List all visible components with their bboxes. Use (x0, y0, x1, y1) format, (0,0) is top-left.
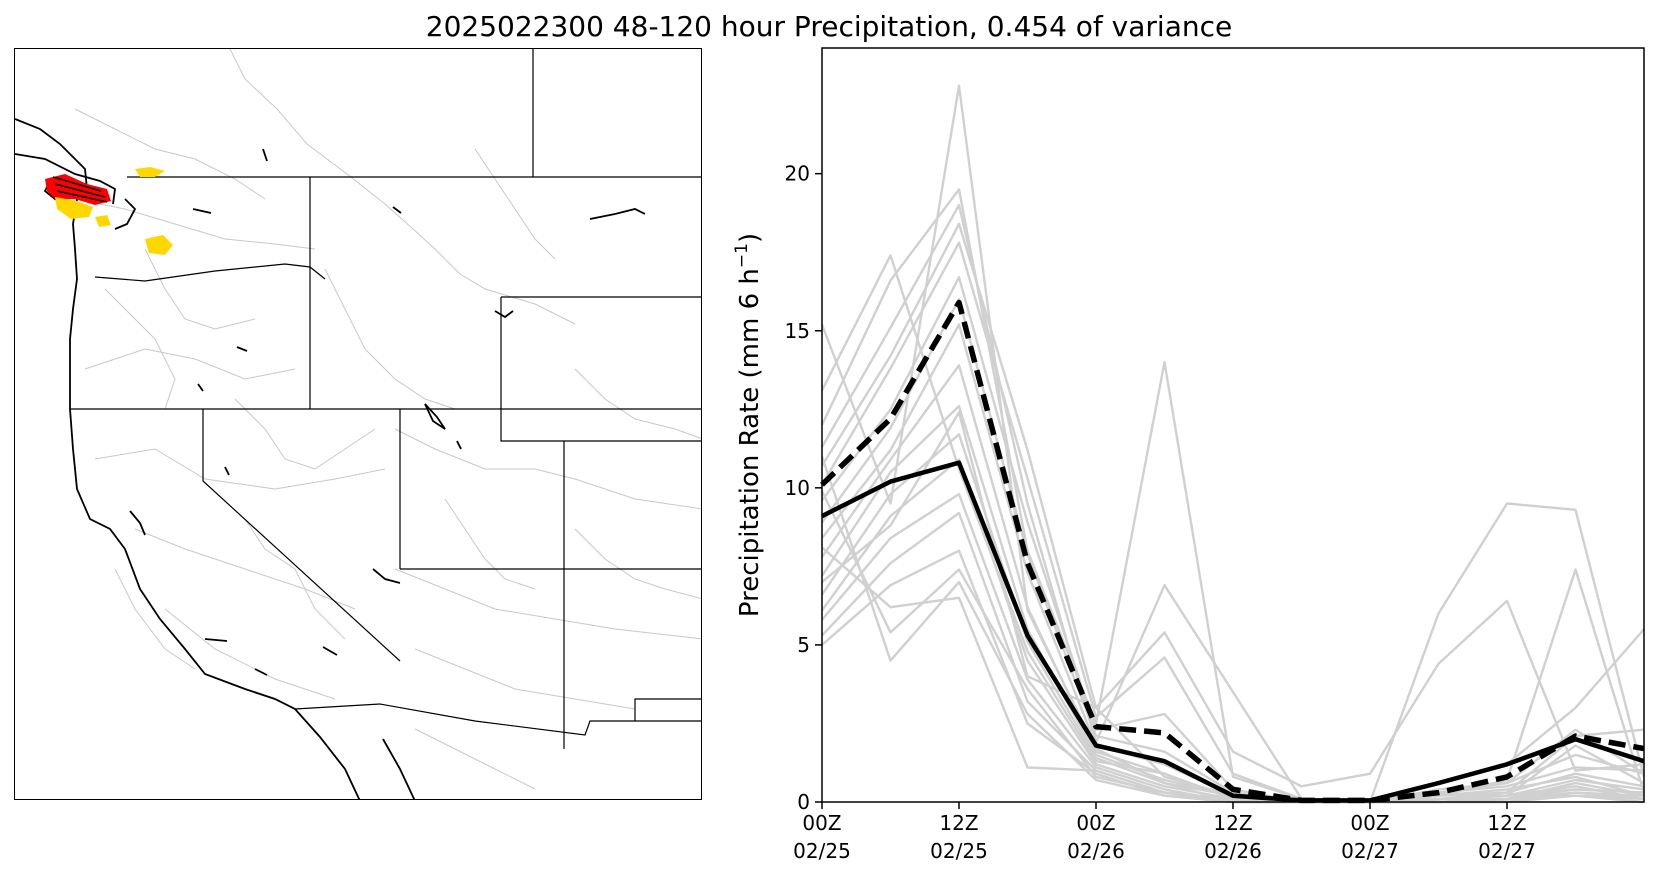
ensemble-member-line-12 (821, 433, 1645, 804)
ensemble-member-line-9 (821, 323, 1645, 804)
x-tick-label-time: 12Z (1487, 811, 1526, 835)
ensemble-member-lines (820, 84, 1646, 804)
x-tick-label-date: 02/26 (1067, 839, 1125, 863)
x-tick-label-time: 12Z (939, 811, 978, 835)
y-tick-label: 0 (797, 790, 810, 814)
x-tick-label-time: 00Z (1076, 811, 1115, 835)
y-axis-ticks: 0 5 10 15 20 (785, 162, 822, 814)
highlighted-basins (45, 167, 173, 255)
x-tick-label-time: 00Z (1350, 811, 1389, 835)
medium-precip-region-4 (145, 235, 173, 255)
y-tick-label: 5 (797, 633, 810, 657)
main-series-lines (820, 299, 1645, 804)
y-tick-label: 20 (785, 162, 810, 186)
solid-series-line (820, 460, 1645, 803)
x-tick-label-date: 02/25 (930, 839, 988, 863)
dashed-series-line (820, 299, 1645, 804)
x-tick-label-date: 02/27 (1478, 839, 1536, 863)
medium-precip-region-3 (95, 215, 111, 227)
western-us-map (15, 49, 701, 799)
ensemble-member-line-8 (821, 298, 1645, 804)
y-axis-label: Precipitation Rate (mm 6 h−1) (732, 233, 765, 617)
ensemble-member-line-5 (820, 222, 1645, 788)
medium-precip-region-1 (55, 197, 93, 219)
ensemble-member-line-4 (820, 203, 1646, 804)
ensemble-member-line-2 (820, 254, 1645, 804)
x-tick-label-date: 02/26 (1204, 839, 1262, 863)
ensemble-member-line-1 (820, 84, 1645, 804)
basin-boundaries (74, 49, 701, 790)
ensemble-member-line-3 (820, 188, 1645, 804)
state-boundaries (70, 49, 701, 749)
figure-title: 2025022300 48-120 hour Precipitation, 0.… (425, 10, 1233, 43)
x-tick-label-time: 12Z (1213, 811, 1252, 835)
x-tick-label-time: 00Z (802, 811, 841, 835)
ensemble-member-line-6 (820, 241, 1646, 804)
x-axis-ticks: 00Z 02/25 12Z 02/25 00Z 02/26 12Z 02/26 00Z 02/27… (793, 802, 1536, 863)
ensemble-member-line-16 (821, 549, 1645, 804)
medium-precip-region-2 (135, 167, 165, 177)
ensemble-member-line-17 (820, 490, 1645, 804)
ensemble-member-line-14 (821, 492, 1645, 804)
map-panel (14, 48, 702, 800)
ensemble-member-line-19 (821, 546, 1645, 804)
ensemble-member-line-7 (821, 276, 1645, 804)
x-tick-label-date: 02/25 (793, 839, 851, 863)
y-tick-label: 10 (785, 476, 810, 500)
y-tick-label: 15 (785, 319, 810, 343)
x-tick-label-date: 02/27 (1341, 839, 1399, 863)
